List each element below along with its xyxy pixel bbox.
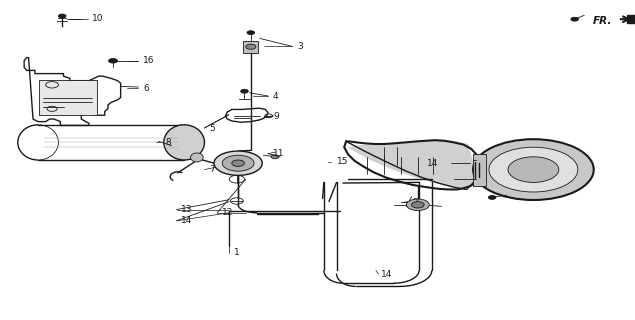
Text: 14: 14: [181, 216, 192, 225]
Text: 1: 1: [234, 248, 239, 257]
Circle shape: [406, 199, 429, 211]
Text: 13: 13: [181, 205, 192, 214]
Polygon shape: [348, 140, 475, 187]
Circle shape: [473, 139, 594, 200]
Text: 8: 8: [165, 138, 171, 147]
Text: 10: 10: [92, 14, 104, 23]
Circle shape: [271, 155, 279, 159]
Text: 15: 15: [337, 157, 348, 166]
Circle shape: [214, 151, 262, 175]
Ellipse shape: [190, 153, 203, 162]
Text: 9: 9: [273, 112, 279, 121]
Circle shape: [489, 147, 578, 192]
Bar: [243, 41, 258, 53]
Bar: [473, 154, 486, 186]
Circle shape: [246, 44, 256, 49]
Text: 11: 11: [273, 149, 284, 158]
Text: 14: 14: [427, 159, 438, 168]
Polygon shape: [627, 15, 635, 23]
Text: 6: 6: [143, 84, 149, 92]
Text: FR.: FR.: [592, 16, 612, 26]
Circle shape: [232, 160, 244, 166]
Circle shape: [222, 155, 254, 171]
Circle shape: [488, 196, 496, 199]
Circle shape: [109, 59, 117, 63]
Circle shape: [411, 202, 424, 208]
Text: 12: 12: [222, 208, 234, 217]
Circle shape: [508, 157, 559, 182]
Bar: [39, 80, 97, 115]
Ellipse shape: [164, 125, 204, 160]
Text: 2: 2: [413, 198, 418, 207]
Text: 3: 3: [297, 42, 303, 51]
Circle shape: [241, 89, 248, 93]
Text: 4: 4: [273, 92, 279, 100]
Text: 16: 16: [143, 56, 154, 65]
Text: 5: 5: [210, 124, 215, 132]
Circle shape: [571, 17, 578, 21]
Text: 7: 7: [210, 165, 215, 174]
Circle shape: [247, 31, 255, 35]
Text: 14: 14: [381, 270, 392, 279]
Circle shape: [58, 14, 66, 18]
